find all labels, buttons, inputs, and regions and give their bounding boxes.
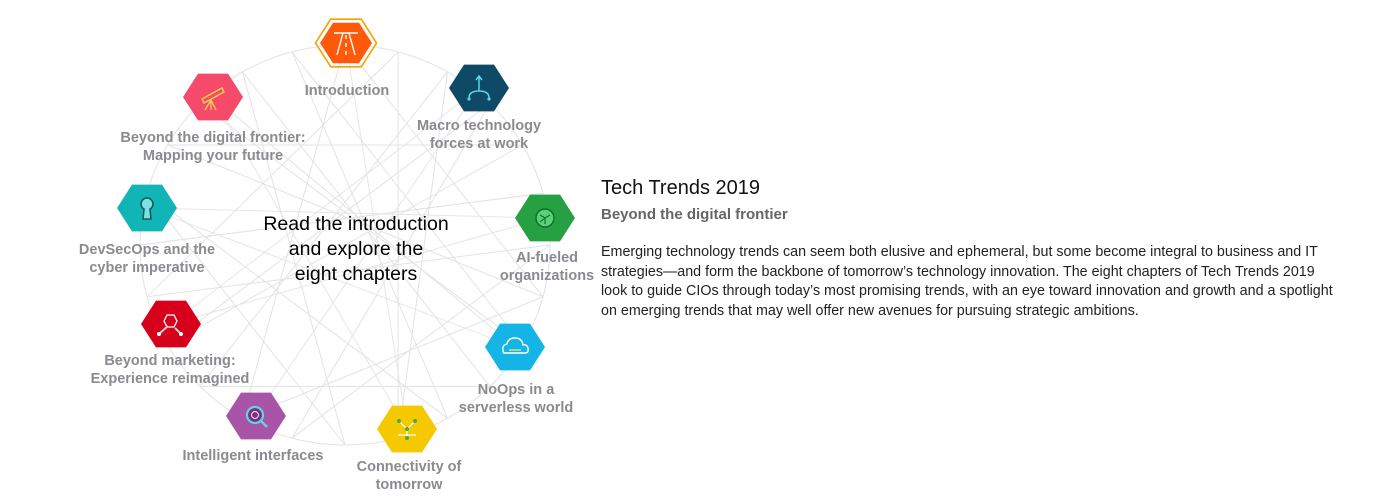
network-line (167, 103, 491, 346)
network-line (170, 87, 480, 325)
network-line (242, 71, 346, 446)
chapter-devsecops-label[interactable]: DevSecOps and the cyber imperative (78, 242, 216, 276)
info-body: Emerging technology trends can seem both… (601, 244, 1333, 319)
road-icon (334, 32, 358, 56)
magnifier-icon (245, 405, 268, 428)
network-line (146, 207, 516, 348)
chapter-ai-fueled-label[interactable]: AI-fueled organizations (499, 250, 595, 284)
chapter-macro-forces-label[interactable]: Macro technology forces at work (416, 118, 542, 152)
network-line (146, 192, 448, 419)
network-line (199, 71, 448, 387)
chapter-digital-frontier-label[interactable]: Beyond the digital frontier: Mapping you… (120, 130, 306, 164)
chapter-hex-shape (315, 18, 377, 68)
chapter-hex-shape (226, 392, 286, 440)
chapter-hex-shape (377, 405, 437, 453)
network-line (212, 96, 408, 430)
network-line (146, 207, 546, 219)
chapter-ai-fueled-hex[interactable] (514, 190, 576, 246)
chapter-beyond-marketing-label[interactable]: Beyond marketing: Experience reimagined (90, 353, 250, 387)
chapter-hex-shape (515, 194, 575, 242)
network-line (167, 144, 544, 298)
network-line (255, 87, 480, 417)
hexagon-molecule-icon (157, 314, 183, 336)
chapter-digital-frontier-hex[interactable] (182, 69, 244, 125)
network-line (242, 44, 346, 419)
network-line (344, 44, 544, 298)
chapter-hex-shape (449, 64, 509, 112)
network-line (146, 192, 346, 446)
network-line (199, 103, 523, 346)
chapter-noops-label[interactable]: NoOps in a serverless world (458, 382, 574, 416)
network-line (146, 51, 399, 298)
neural-chip-icon (535, 208, 555, 228)
network-line (146, 244, 551, 298)
network-line (242, 296, 544, 419)
network-line (291, 103, 491, 439)
info-title: Tech Trends 2019 (601, 177, 760, 199)
network-line (291, 244, 551, 439)
chapter-beyond-marketing-hex[interactable] (140, 296, 202, 352)
network-line (167, 144, 523, 346)
chapter-intelligent-interfaces-label[interactable]: Intelligent interfaces (182, 448, 324, 464)
chapter-connectivity-label[interactable]: Connectivity of tomorrow (356, 459, 462, 493)
network-line (212, 96, 516, 348)
chapter-introduction-label[interactable]: Introduction (304, 83, 390, 99)
keyhole-icon (140, 197, 154, 220)
network-line (345, 42, 408, 430)
network-nodes-icon (397, 419, 417, 440)
chapter-macro-forces-hex[interactable] (448, 60, 510, 116)
chapter-noops-hex[interactable] (484, 319, 546, 375)
chapter-wheel: Introduction Macro technology forces at … (0, 0, 600, 498)
chapter-introduction-hex[interactable] (315, 15, 377, 71)
chapter-hex-shape (183, 73, 243, 121)
info-panel: Tech Trends 2019 Beyond the digital fron… (601, 177, 1341, 321)
chapter-hex-shape (141, 300, 201, 348)
telescope-icon (201, 87, 225, 111)
network-line (170, 217, 546, 325)
network-line (242, 71, 491, 387)
network-line (139, 192, 544, 246)
chapter-connectivity-hex[interactable] (376, 401, 438, 457)
chapter-hex-shape (485, 323, 545, 371)
connection-network (139, 42, 551, 446)
network-line (291, 51, 523, 346)
converging-arrows-icon (467, 74, 491, 101)
info-subtitle: Beyond the digital frontier (601, 206, 788, 223)
cloud-icon (502, 337, 529, 354)
network-line (291, 51, 448, 419)
chapter-devsecops-hex[interactable] (116, 180, 178, 236)
center-prompt: Read the introduction and explore the ei… (263, 213, 449, 285)
chapter-intelligent-interfaces-hex[interactable] (225, 388, 287, 444)
network-line (397, 71, 448, 439)
chapter-hex-shape (117, 184, 177, 232)
